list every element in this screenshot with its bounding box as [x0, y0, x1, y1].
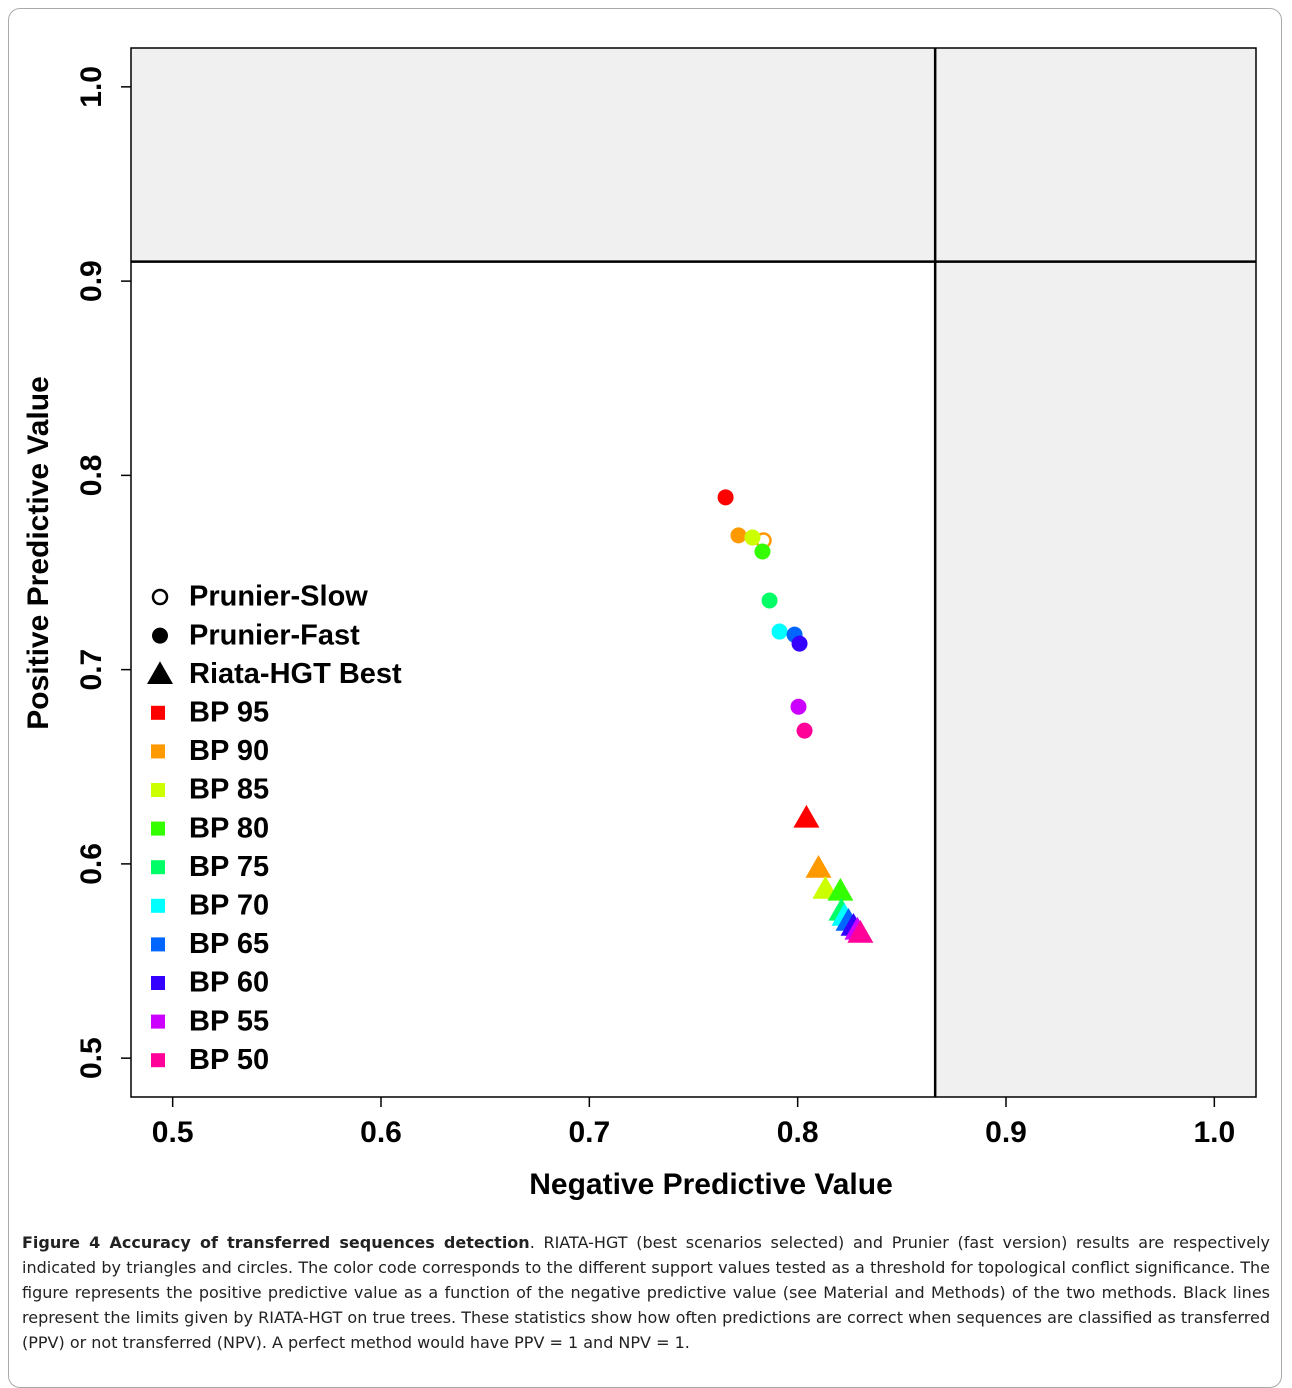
legend-marker: [151, 821, 165, 836]
y-tick-label: 0.5: [75, 1037, 108, 1079]
point: [827, 877, 854, 901]
point: [761, 592, 778, 609]
legend-label: BP 75: [189, 851, 269, 883]
plot-border: [130, 47, 1257, 1098]
point: [790, 698, 807, 715]
shaded-region: [935, 261, 1256, 1097]
point: [730, 527, 747, 544]
legend-label: Riata-HGT Best: [189, 658, 402, 690]
legend-marker: [151, 976, 165, 990]
y-axis-label: Positive Predictive Value: [22, 376, 55, 730]
point: [793, 804, 820, 828]
point: [791, 635, 808, 652]
legend-marker: [151, 744, 165, 759]
legend-label: BP 70: [189, 889, 269, 921]
legend-label: BP 50: [189, 1044, 269, 1076]
legend-marker: [147, 661, 173, 684]
x-tick-label: 0.7: [568, 1116, 610, 1149]
point: [847, 920, 874, 943]
point: [744, 529, 761, 546]
legend-label: BP 95: [189, 696, 269, 728]
legend-marker: [151, 937, 165, 952]
chart: Negative Predictive Value Positive Predi…: [22, 47, 1257, 1201]
legend-marker: [151, 860, 165, 875]
y-tick-label: 1.0: [75, 66, 108, 108]
point: [805, 854, 832, 878]
legend-label: BP 90: [189, 735, 269, 767]
point: [796, 722, 813, 739]
x-tick-label: 0.9: [985, 1116, 1027, 1149]
legend-marker: [151, 1053, 165, 1068]
legend-label: Prunier-Slow: [189, 581, 368, 613]
point: [754, 543, 771, 560]
y-tick-label: 0.6: [75, 843, 108, 885]
x-axis-label: Negative Predictive Value: [529, 1168, 893, 1201]
legend-label: BP 80: [189, 812, 269, 844]
y-tick-label: 0.7: [75, 649, 108, 691]
legend-marker: [151, 898, 165, 913]
x-tick-label: 0.8: [777, 1116, 819, 1149]
legend-marker: [152, 627, 168, 644]
legend-label: BP 85: [189, 774, 269, 806]
legend-label: Prunier-Fast: [189, 619, 360, 651]
caption-text: . RIATA-HGT (best scenarios selected) an…: [22, 1233, 1271, 1352]
legend-marker: [151, 588, 169, 606]
legend-marker: [151, 705, 165, 720]
point: [717, 489, 734, 506]
caption-title: Figure 4 Accuracy of transferred sequenc…: [22, 1233, 530, 1252]
x-tick-label: 0.6: [360, 1116, 402, 1149]
x-tick-label: 1.0: [1193, 1116, 1235, 1149]
y-tick-label: 0.9: [75, 260, 108, 302]
legend-label: BP 55: [189, 1005, 269, 1037]
point: [771, 623, 788, 640]
x-tick-label: 0.5: [152, 1116, 194, 1149]
legend-label: BP 60: [189, 967, 269, 999]
y-tick-label: 0.8: [75, 455, 108, 497]
shaded-region: [131, 48, 1256, 262]
caption: Figure 4 Accuracy of transferred sequenc…: [22, 1230, 1270, 1355]
legend-marker: [151, 783, 165, 797]
legend-label: BP 65: [189, 928, 269, 960]
legend-marker: [151, 1014, 165, 1029]
